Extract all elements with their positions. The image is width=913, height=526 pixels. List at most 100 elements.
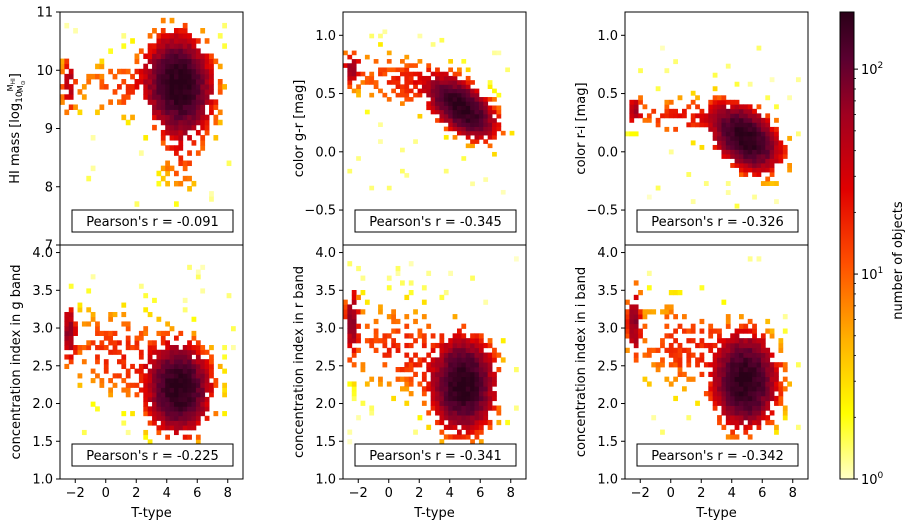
heatmap-cell bbox=[642, 338, 648, 344]
heatmap-cell bbox=[752, 131, 757, 137]
heatmap-cell bbox=[677, 290, 683, 296]
heatmap-cell bbox=[417, 33, 423, 39]
heatmap-cell bbox=[747, 135, 753, 141]
heatmap-cell bbox=[400, 168, 405, 174]
heatmap-cell bbox=[743, 122, 749, 128]
heatmap-cell bbox=[169, 38, 175, 44]
heatmap-cell bbox=[443, 371, 449, 378]
x-tick-label: −2 bbox=[349, 486, 368, 501]
heatmap-cell bbox=[169, 33, 175, 39]
heatmap-cell bbox=[769, 181, 775, 186]
heatmap-cell bbox=[182, 53, 188, 59]
heatmap-cell bbox=[738, 352, 744, 358]
x-axis-label: T-type bbox=[413, 506, 454, 521]
heatmap-cell bbox=[187, 401, 192, 407]
heatmap-cell bbox=[690, 113, 696, 119]
heatmap-cell bbox=[443, 434, 449, 440]
heatmap-cell bbox=[465, 113, 471, 119]
heatmap-cell bbox=[461, 400, 467, 406]
heatmap-cell bbox=[456, 122, 462, 127]
heatmap-cell bbox=[138, 150, 144, 156]
heatmap-cell bbox=[195, 368, 201, 374]
heatmap-cell bbox=[187, 434, 192, 440]
heatmap-cell bbox=[478, 338, 484, 344]
heatmap-cell bbox=[769, 149, 775, 155]
heatmap-cell bbox=[143, 330, 149, 336]
heatmap-cell bbox=[483, 395, 489, 402]
heatmap-cell bbox=[417, 113, 423, 119]
heatmap-cell bbox=[443, 400, 449, 406]
heatmap-cell bbox=[222, 387, 227, 393]
heatmap-cell bbox=[356, 338, 361, 344]
heatmap-cell bbox=[430, 371, 436, 378]
heatmap-cell bbox=[147, 58, 153, 65]
heatmap-cell bbox=[187, 33, 192, 39]
heatmap-cell bbox=[743, 342, 749, 349]
heatmap-cell bbox=[64, 354, 70, 360]
heatmap-cell bbox=[187, 345, 192, 351]
heatmap-cell bbox=[439, 352, 445, 358]
heatmap-cell bbox=[187, 89, 192, 95]
heatmap-cell bbox=[474, 357, 480, 363]
heatmap-cell bbox=[347, 328, 353, 334]
heatmap-cell bbox=[147, 420, 153, 426]
heatmap-cell bbox=[778, 381, 784, 387]
heatmap-cell bbox=[505, 419, 510, 426]
heatmap-cell bbox=[465, 429, 471, 435]
heatmap-cell bbox=[130, 89, 135, 95]
heatmap-cell bbox=[642, 376, 648, 382]
heatmap-cell bbox=[378, 33, 383, 39]
heatmap-cell bbox=[765, 135, 771, 141]
heatmap-cell bbox=[152, 73, 157, 80]
y-tick-label: 0.5 bbox=[597, 87, 618, 102]
heatmap-cell bbox=[461, 405, 467, 411]
heatmap-cell bbox=[703, 362, 709, 368]
heatmap-cell bbox=[699, 328, 705, 334]
x-tick-label: 6 bbox=[476, 486, 484, 501]
heatmap-cell bbox=[782, 153, 788, 159]
heatmap-cell bbox=[169, 326, 175, 332]
heatmap-cell bbox=[752, 381, 757, 387]
heatmap-cell bbox=[108, 349, 114, 355]
heatmap-cell bbox=[673, 376, 679, 382]
heatmap-cell bbox=[386, 352, 392, 358]
heatmap-cell bbox=[160, 63, 166, 70]
heatmap-cell bbox=[226, 160, 232, 167]
heatmap-cell bbox=[774, 199, 779, 205]
heatmap-cell bbox=[147, 368, 153, 374]
heatmap-cell bbox=[756, 424, 762, 430]
heatmap-cell bbox=[439, 410, 445, 416]
heatmap-cell bbox=[782, 386, 788, 392]
heatmap-cell bbox=[756, 419, 762, 426]
heatmap-cell bbox=[633, 342, 639, 349]
pearson-box bbox=[636, 209, 799, 233]
heatmap-cell bbox=[143, 293, 149, 299]
heatmap-cell bbox=[191, 411, 197, 417]
heatmap-cell bbox=[138, 330, 144, 336]
heatmap-cell bbox=[734, 371, 740, 378]
heatmap-cell bbox=[369, 338, 375, 344]
heatmap-cell bbox=[125, 340, 131, 346]
heatmap-cell bbox=[169, 114, 175, 121]
heatmap-cell bbox=[178, 420, 184, 426]
heatmap-cell bbox=[391, 338, 397, 344]
heatmap-cell bbox=[156, 89, 162, 95]
heatmap-cell bbox=[191, 109, 197, 116]
heatmap-cell bbox=[430, 84, 436, 89]
heatmap-cell bbox=[230, 326, 236, 332]
heatmap-cell bbox=[487, 400, 493, 406]
heatmap-cell bbox=[633, 104, 639, 110]
heatmap-cell bbox=[760, 149, 766, 155]
heatmap-cell bbox=[209, 58, 214, 65]
heatmap-cell bbox=[68, 84, 74, 90]
heatmap-cell bbox=[655, 362, 661, 368]
heatmap-cell bbox=[187, 359, 192, 365]
heatmap-cell bbox=[138, 378, 144, 384]
heatmap-cell bbox=[730, 140, 736, 146]
heatmap-cell bbox=[178, 104, 184, 110]
heatmap-cell bbox=[496, 109, 502, 115]
heatmap-cell bbox=[492, 405, 497, 411]
heatmap-cell bbox=[395, 67, 401, 73]
heatmap-cell bbox=[156, 406, 162, 412]
heatmap-cell bbox=[474, 347, 480, 353]
